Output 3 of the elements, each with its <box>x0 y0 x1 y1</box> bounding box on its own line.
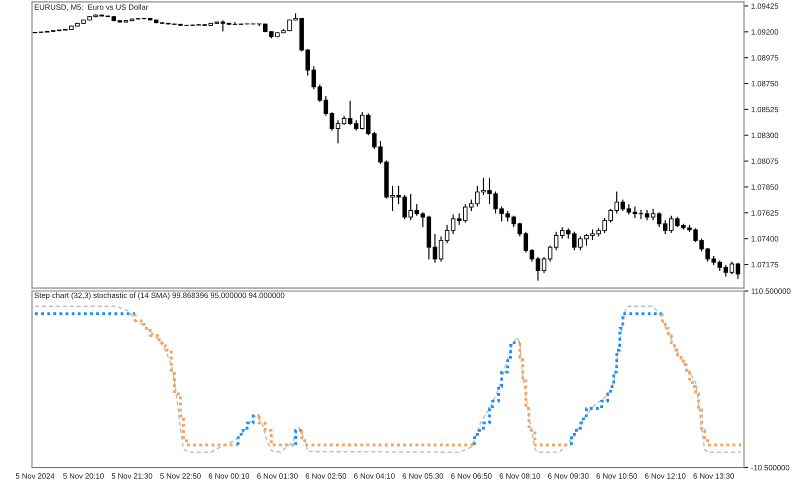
candlestick <box>590 228 595 240</box>
candlestick <box>336 120 340 144</box>
line-series <box>34 306 742 453</box>
